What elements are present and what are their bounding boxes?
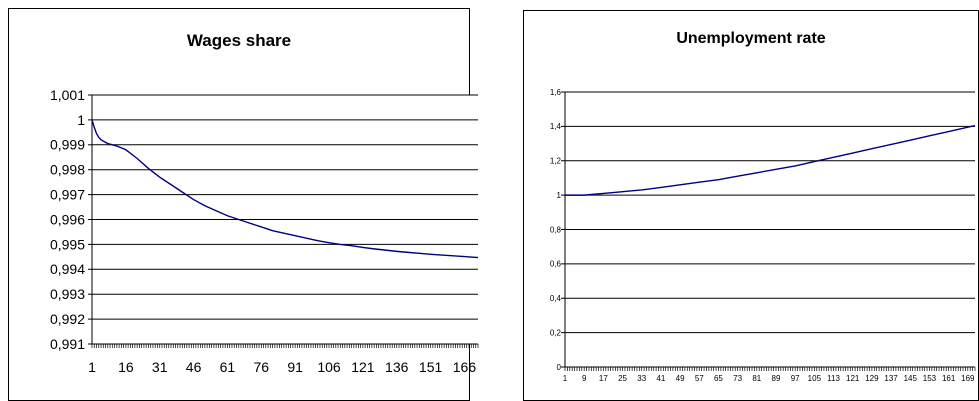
unemployment-rate-x-tick-label: 153 (923, 374, 937, 383)
wages-share-series-line (91, 119, 479, 259)
wages-share-x-tick-label: 106 (317, 359, 341, 375)
unemployment-rate-series-line (565, 124, 976, 196)
unemployment-rate-chart-title: Unemployment rate (676, 30, 826, 47)
unemployment-rate-x-tick-label: 41 (656, 374, 665, 383)
wages-share-y-tick-label: 0,992 (50, 311, 85, 327)
wages-share-y-tick-label: 0,991 (50, 336, 85, 352)
wages-share-y-tick-label: 0,995 (50, 236, 85, 252)
wages-share-chart-title: Wages share (186, 31, 292, 50)
unemployment-rate-x-tick-label: 145 (904, 374, 918, 383)
unemployment-rate-x-tick-label: 73 (733, 374, 742, 383)
unemployment-rate-x-tick-label: 9 (582, 374, 587, 383)
unemployment-rate-x-tick-label: 65 (714, 374, 723, 383)
unemployment-rate-x-tick-label: 121 (846, 374, 860, 383)
unemployment-rate-x-tick-label: 105 (808, 374, 822, 383)
unemployment-rate-x-tick-label: 161 (942, 374, 956, 383)
wages-share-x-tick-label: 166 (453, 359, 477, 375)
wages-share-y-tick-label: 0,997 (50, 187, 85, 203)
unemployment-rate-x-tick-label: 49 (676, 374, 685, 383)
unemployment-rate-y-tick-label: 0,6 (550, 260, 562, 269)
unemployment-rate-y-tick-label: 0,4 (550, 294, 562, 303)
wages-share-y-tick-label: 1 (77, 112, 85, 128)
unemployment-rate-x-tick-label: 129 (865, 374, 879, 383)
unemployment-rate-y-tick-label: 0,8 (550, 225, 562, 234)
wages-share-y-tick-label: 0,999 (50, 137, 85, 153)
unemployment-rate-x-tick-label: 113 (827, 374, 840, 383)
unemployment-rate-y-tick-label: 1 (557, 191, 562, 200)
wages-share-chart-panel: Wages share 0,991 0,992 0,993 0,994 0,995 0,9… (8, 8, 479, 401)
unemployment-rate-x-tick-label: 169 (961, 374, 975, 383)
unemployment-rate-x-tick-label: 137 (884, 374, 898, 383)
unemployment-rate-y-tick-label: 1,4 (550, 122, 562, 131)
unemployment-rate-x-tick-label: 97 (791, 374, 800, 383)
wages-share-y-tick-label: 0,996 (50, 211, 85, 227)
unemployment-rate-x-tick-label: 57 (695, 374, 704, 383)
unemployment-rate-y-tick-label: 1,6 (550, 88, 562, 97)
unemployment-rate-x-tick-label: 1 (563, 374, 568, 383)
wages-share-plot-group: 0,991 0,992 0,993 0,994 0,995 0,996 0,997 0,998… (50, 87, 479, 375)
wages-share-x-tick-label: 91 (287, 359, 303, 375)
wages-share-x-tick-label: 151 (419, 359, 443, 375)
wages-share-x-tick-label: 76 (254, 359, 270, 375)
wages-share-svg: 0,991 0,992 0,993 0,994 0,995 0,996 0,997 0,998… (50, 87, 479, 375)
wages-share-y-tick-label: 0,994 (50, 261, 85, 277)
unemployment-rate-plot-group: 0 0,2 0,4 0,6 0,8 1 1,2 1,4 1,6 1 9 17 25 33 41 49 57 65 7… (550, 88, 976, 383)
unemployment-rate-x-tick-label: 33 (637, 374, 646, 383)
unemployment-rate-chart-panel: Unemployment rate 0 0,2 0,4 0,6 0,8 1 1,2 1,4 1,… (523, 10, 979, 401)
unemployment-rate-svg: 0 0,2 0,4 0,6 0,8 1 1,2 1,4 1,6 1 9 17 25 33 41 49 57 65 7… (550, 88, 976, 383)
unemployment-rate-x-tick-label: 25 (618, 374, 627, 383)
wages-share-x-tick-label: 136 (385, 359, 409, 375)
wages-share-y-tick-label: 0,998 (50, 162, 85, 178)
wages-share-y-tick-label: 0,993 (50, 286, 85, 302)
wages-share-x-tick-label: 16 (118, 359, 134, 375)
wages-share-x-tick-label: 46 (186, 359, 202, 375)
wages-share-x-tick-label: 1 (88, 359, 96, 375)
unemployment-rate-y-tick-label: 1,2 (550, 157, 562, 166)
wages-share-x-tick-label: 121 (351, 359, 375, 375)
unemployment-rate-x-tick-label: 17 (599, 374, 608, 383)
wages-share-y-tick-label: 1,001 (50, 87, 85, 103)
unemployment-rate-x-tick-label: 89 (772, 374, 781, 383)
wages-share-x-tick-label: 61 (220, 359, 236, 375)
unemployment-rate-y-tick-label: 0 (557, 363, 562, 372)
wages-share-x-tick-label: 31 (152, 359, 168, 375)
unemployment-rate-x-tick-label: 81 (752, 374, 761, 383)
unemployment-rate-y-tick-label: 0,2 (550, 328, 562, 337)
